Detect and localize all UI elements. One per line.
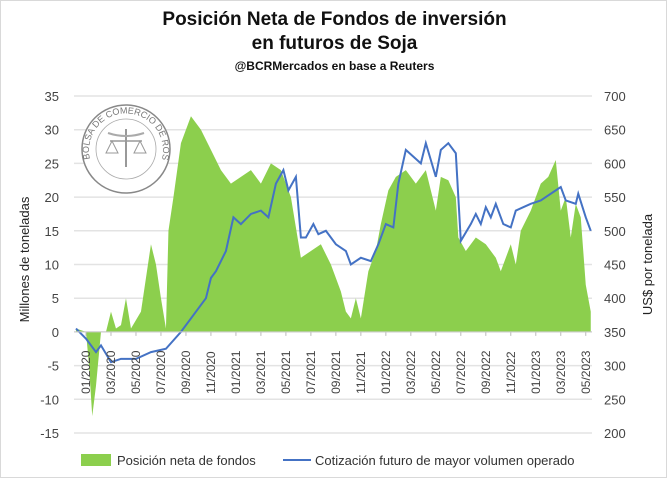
- y-tick-label: 5: [52, 291, 59, 306]
- x-tick-label: 07/2020: [154, 350, 168, 394]
- legend-label-line: Cotización futuro de mayor volumen opera…: [315, 453, 574, 468]
- x-tick-label: 07/2022: [454, 350, 468, 394]
- x-tick-label: 05/2021: [279, 350, 293, 394]
- y2-tick-label: 300: [604, 359, 626, 374]
- y2-tick-label: 350: [604, 325, 626, 340]
- x-tick-label: 11/2021: [354, 351, 368, 394]
- y2-tick-label: 200: [604, 426, 626, 441]
- x-tick-label: 01/2021: [229, 350, 243, 394]
- y-tick-label: 10: [45, 258, 59, 273]
- y-tick-label: 15: [45, 224, 59, 239]
- y2-axis-label: US$ por tonelada: [640, 213, 655, 315]
- y-tick-label: 25: [45, 156, 59, 171]
- bcr-logo: BOLSA DE COMERCIO DE ROSARIO: [81, 105, 171, 193]
- y2-tick-label: 650: [604, 123, 626, 138]
- x-tick-label: 05/2023: [579, 350, 593, 394]
- y-tick-label: 20: [45, 190, 59, 205]
- x-tick-label: 07/2021: [304, 350, 318, 394]
- y2-tick-label: 450: [604, 258, 626, 273]
- y-axis-label: Millones de toneladas: [17, 196, 32, 322]
- x-tick-label: 03/2023: [554, 350, 568, 394]
- y-tick-label: 35: [45, 89, 59, 104]
- x-tick-label: 09/2021: [329, 350, 343, 394]
- x-tick-label: 05/2022: [429, 350, 443, 394]
- x-tick-label: 03/2020: [104, 350, 118, 394]
- legend-label-area: Posición neta de fondos: [117, 453, 256, 468]
- x-tick-label: 01/2020: [79, 350, 93, 394]
- legend: Posición neta de fondos Cotización futur…: [81, 453, 574, 468]
- x-tick-label: 03/2021: [254, 350, 268, 394]
- x-tick-label: 05/2020: [129, 350, 143, 394]
- x-tick-label: 01/2023: [529, 350, 543, 394]
- x-tick-label: 01/2022: [379, 350, 393, 394]
- y-tick-label: -10: [40, 392, 59, 407]
- y2-tick-label: 600: [604, 156, 626, 171]
- y-tick-label: 30: [45, 123, 59, 138]
- y-tick-label: 0: [52, 325, 59, 340]
- y2-tick-label: 500: [604, 224, 626, 239]
- legend-swatch-area: [81, 454, 111, 466]
- y-tick-label: -15: [40, 426, 59, 441]
- x-tick-label: 09/2022: [479, 350, 493, 394]
- x-tick-label: 11/2022: [504, 351, 518, 394]
- x-tick-label: 09/2020: [179, 350, 193, 394]
- y2-tick-label: 400: [604, 291, 626, 306]
- y2-tick-label: 250: [604, 392, 626, 407]
- y-tick-label: -5: [47, 359, 59, 374]
- x-tick-label: 03/2022: [404, 350, 418, 394]
- x-tick-label: 11/2020: [204, 351, 218, 394]
- y2-tick-label: 550: [604, 190, 626, 205]
- y2-tick-label: 700: [604, 89, 626, 104]
